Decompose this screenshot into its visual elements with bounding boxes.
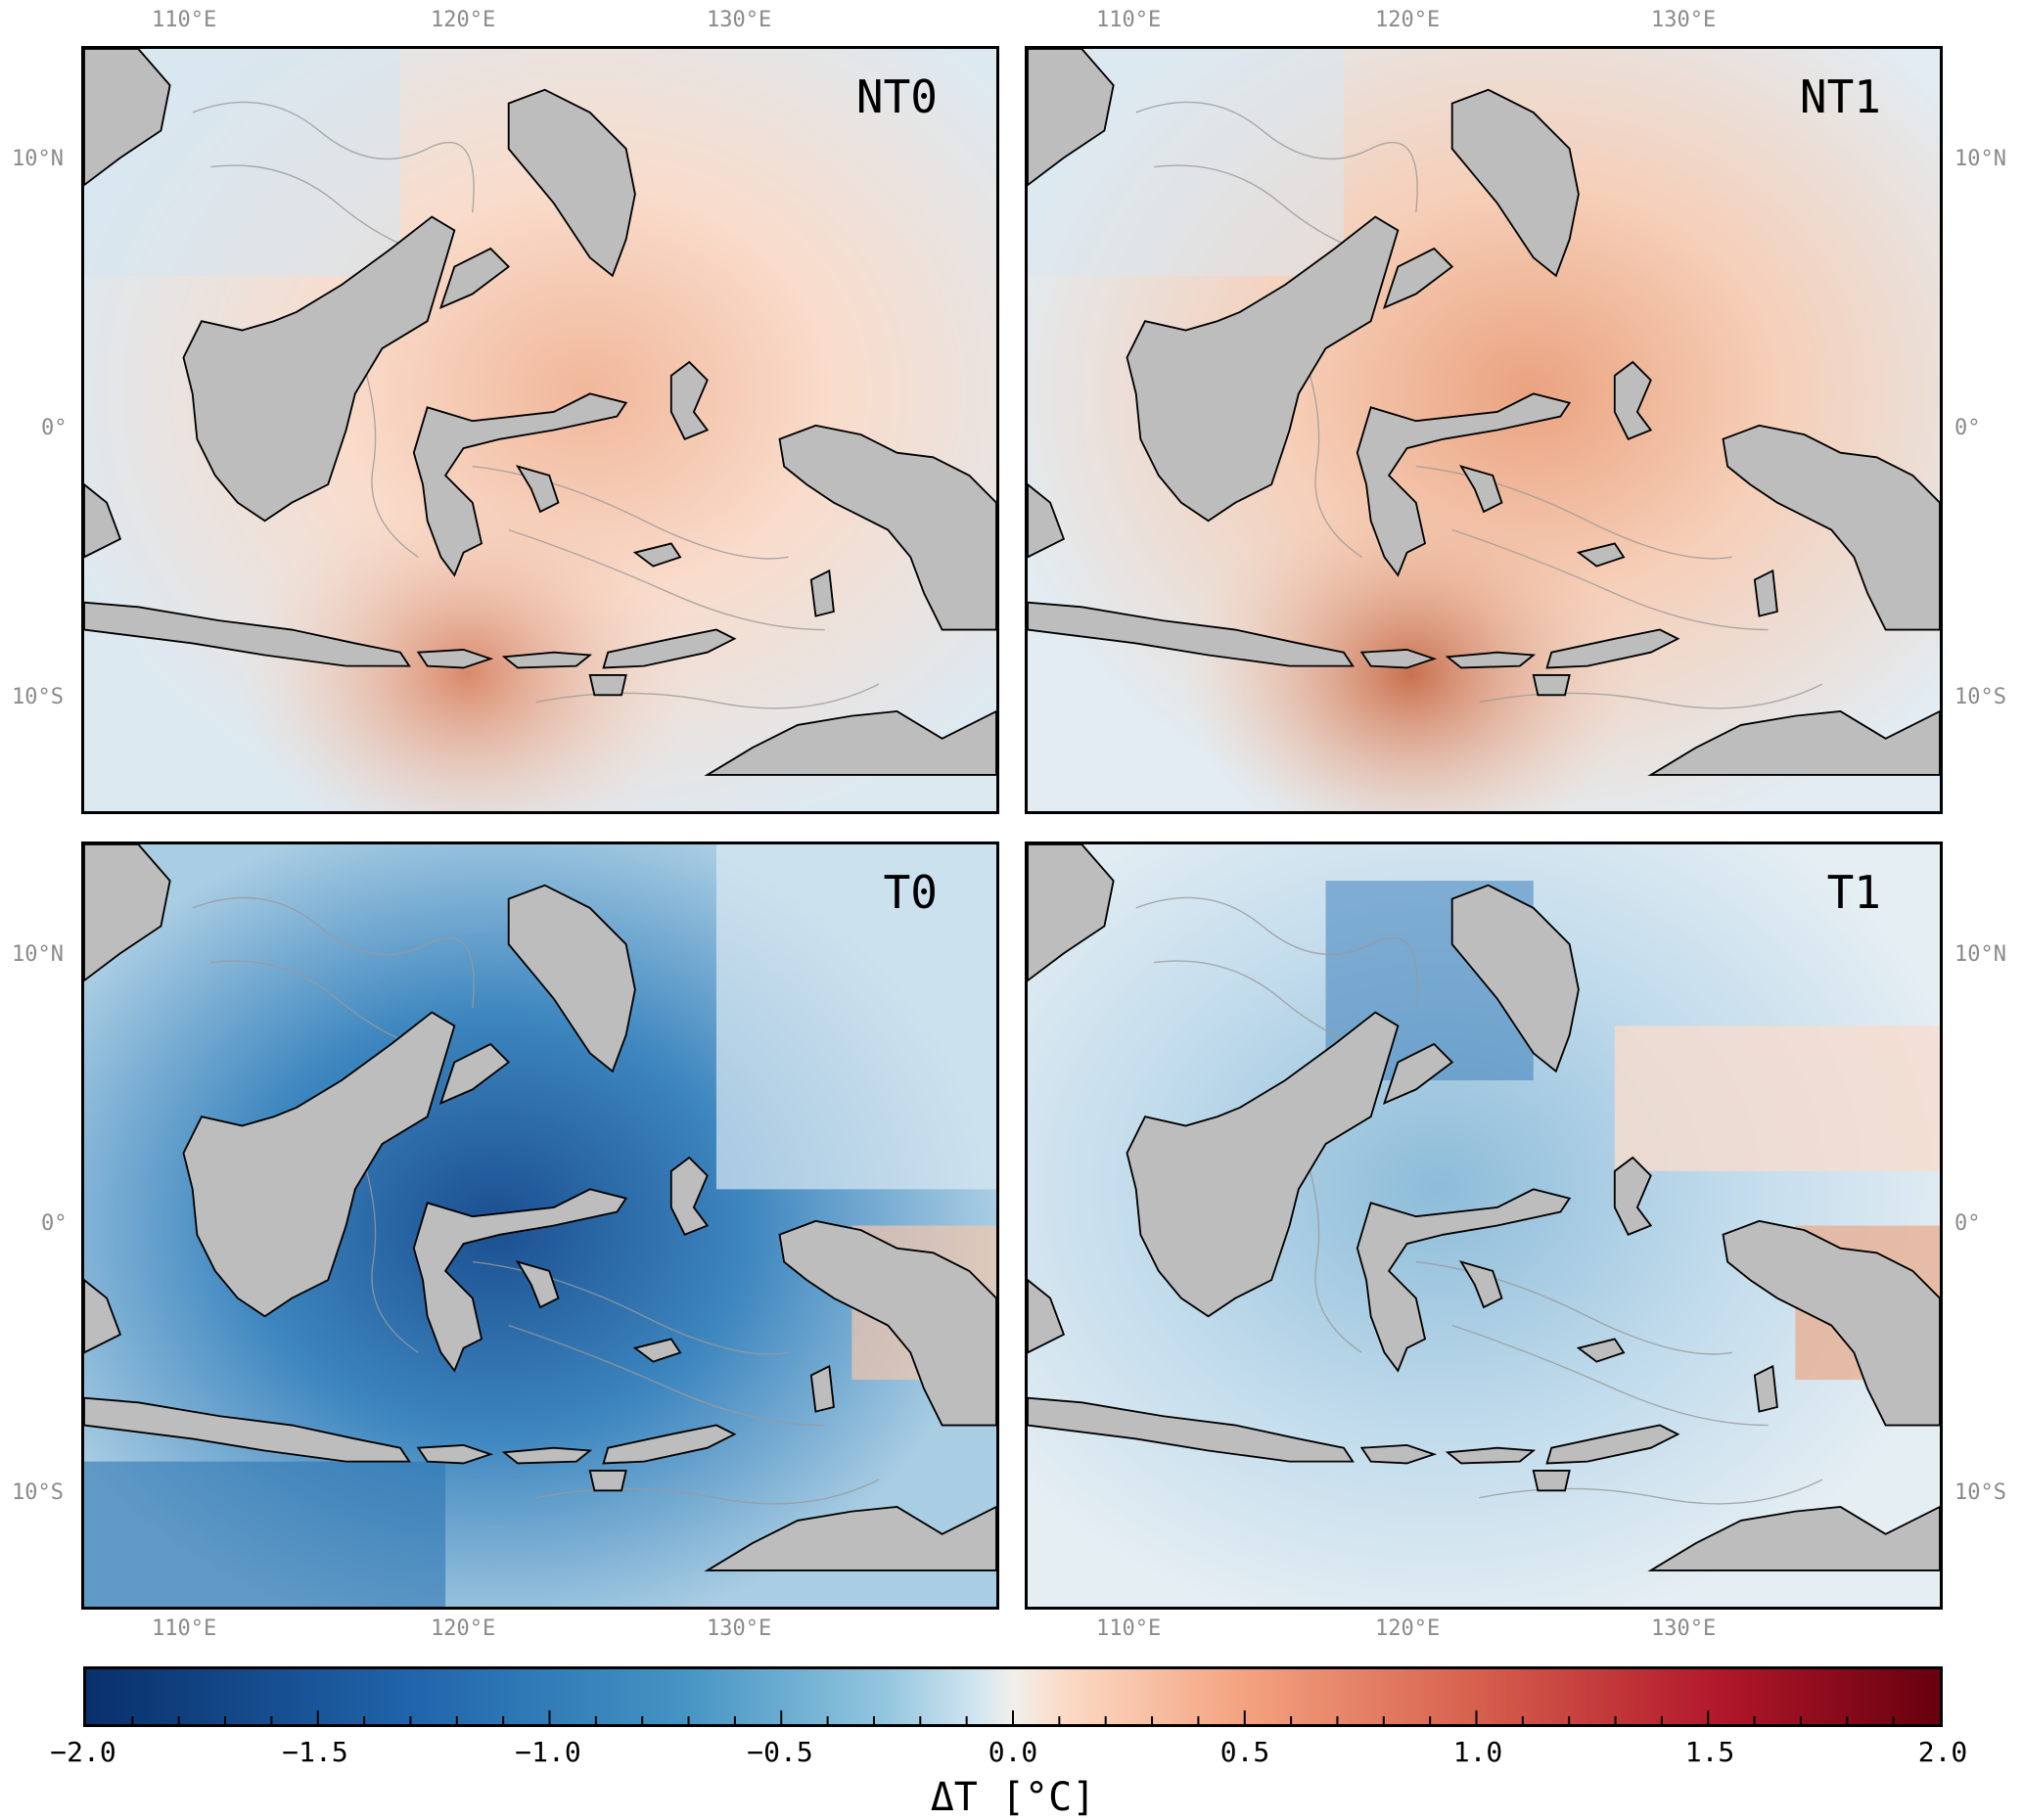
lat-tick-right: 0° xyxy=(1954,1211,1981,1236)
lat-tick-right: 10°S xyxy=(1954,685,2006,709)
lon-tick-top: 110°E xyxy=(152,8,217,32)
map-nt0 xyxy=(84,49,996,811)
panel-label: T1 xyxy=(1826,866,1881,919)
colorbar-tick-label: 2.0 xyxy=(1917,1736,1968,1768)
lat-tick-left: 10°S xyxy=(12,1480,64,1505)
colorbar-tick-label: 0.5 xyxy=(1219,1736,1270,1768)
lat-tick-right: 10°N xyxy=(1954,147,2006,171)
lat-tick-left: 0° xyxy=(41,1211,68,1236)
lon-tick-bottom: 110°E xyxy=(1096,1616,1162,1641)
lon-tick-bottom: 120°E xyxy=(1375,1616,1441,1641)
colorbar-tick-label: −0.5 xyxy=(747,1736,813,1768)
colorbar-tick-label: 1.0 xyxy=(1452,1736,1503,1768)
lon-tick-top: 120°E xyxy=(431,8,496,32)
lat-tick-left: 10°N xyxy=(12,942,64,967)
colorbar-tick-label: −1.5 xyxy=(282,1736,348,1768)
colorbar-tick-label: 0.0 xyxy=(988,1736,1038,1768)
map-nt1 xyxy=(1028,49,1940,811)
lon-tick-bottom: 130°E xyxy=(1651,1616,1717,1641)
panel-nt1: NT1 xyxy=(1025,46,1943,814)
panel-t0: T0 xyxy=(81,842,999,1610)
lon-tick-bottom: 120°E xyxy=(431,1616,496,1641)
panel-t1: T1 xyxy=(1025,842,1943,1610)
map-t1 xyxy=(1028,844,1940,1607)
lat-tick-right: 10°N xyxy=(1954,942,2006,967)
map-t0 xyxy=(84,844,996,1607)
lat-tick-right: 0° xyxy=(1954,416,1981,440)
lon-tick-top: 110°E xyxy=(1096,8,1162,32)
colorbar-ticks xyxy=(131,1710,1895,1724)
lon-tick-top: 120°E xyxy=(1375,8,1441,32)
colorbar-tick-label: 1.5 xyxy=(1684,1736,1735,1768)
lon-tick-top: 130°E xyxy=(707,8,772,32)
panel-nt0: NT0 xyxy=(81,46,999,814)
lat-tick-left: 0° xyxy=(41,416,68,440)
colorbar-title: ΔT [°C] xyxy=(930,1775,1096,1820)
panel-label: NT0 xyxy=(855,70,938,123)
lon-tick-top: 130°E xyxy=(1651,8,1717,32)
lat-tick-left: 10°S xyxy=(12,685,64,709)
colorbar-tick-label: −2.0 xyxy=(50,1736,116,1768)
lat-tick-left: 10°N xyxy=(12,147,64,171)
colorbar-tick-label: −1.0 xyxy=(515,1736,581,1768)
panel-label: T0 xyxy=(883,866,938,919)
lat-tick-right: 10°S xyxy=(1954,1480,2006,1505)
lon-tick-bottom: 110°E xyxy=(152,1616,217,1641)
lon-tick-bottom: 130°E xyxy=(707,1616,772,1641)
panel-label: NT1 xyxy=(1799,70,1881,123)
